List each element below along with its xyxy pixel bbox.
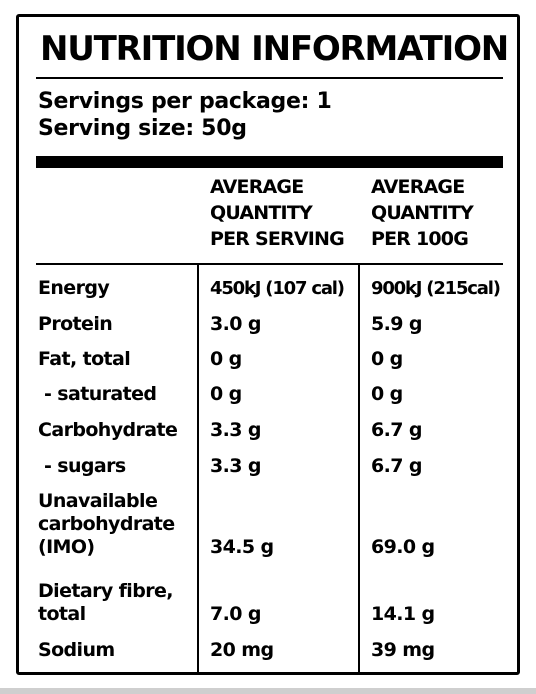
fibre-per-100g: 14.1 g xyxy=(371,603,435,625)
table-top-divider xyxy=(36,263,503,265)
column-header-per-serving: AVERAGE QUANTITY PER SERVING xyxy=(210,174,345,252)
fat-total-per-serving: 0 g xyxy=(210,348,242,370)
nutrient-fat-total: Fat, total xyxy=(38,348,131,370)
imo-per-serving: 34.5 g xyxy=(210,536,274,558)
energy-per-serving: 450kJ (107 cal) xyxy=(210,278,345,299)
fat-total-per-100g: 0 g xyxy=(371,348,403,370)
carbohydrate-per-100g: 6.7 g xyxy=(371,419,422,441)
nutrient-saturated: - saturated xyxy=(44,383,157,405)
column-header-line: QUANTITY xyxy=(371,202,474,224)
nutrient-carbohydrate: Carbohydrate xyxy=(38,419,178,441)
nutrient-energy: Energy xyxy=(38,277,110,299)
nutrient-protein: Protein xyxy=(38,313,113,335)
fibre-per-serving: 7.0 g xyxy=(210,603,261,625)
sodium-per-serving: 20 mg xyxy=(210,639,274,661)
serving-size: Serving size: 50g xyxy=(38,116,247,141)
nutrient-sugars: - sugars xyxy=(44,455,126,477)
column-header-line: QUANTITY xyxy=(210,202,313,224)
energy-per-100g: 900kJ (215cal) xyxy=(371,278,501,299)
panel-title: NUTRITION INFORMATION xyxy=(40,29,509,69)
column-header-line: AVERAGE xyxy=(371,176,465,198)
sugars-per-100g: 6.7 g xyxy=(371,455,422,477)
column-header-line: PER 100G xyxy=(371,228,469,250)
imo-per-100g: 69.0 g xyxy=(371,536,435,558)
protein-per-serving: 3.0 g xyxy=(210,313,261,335)
servings-per-package: Servings per package: 1 xyxy=(38,89,332,114)
column-divider xyxy=(358,265,360,672)
title-divider xyxy=(36,77,503,79)
saturated-per-100g: 0 g xyxy=(371,383,403,405)
column-header-line: AVERAGE xyxy=(210,176,304,198)
protein-per-100g: 5.9 g xyxy=(371,313,422,335)
column-divider xyxy=(197,265,199,672)
bottom-border-strip xyxy=(0,688,536,694)
saturated-per-serving: 0 g xyxy=(210,383,242,405)
carbohydrate-per-serving: 3.3 g xyxy=(210,419,261,441)
nutrition-panel: NUTRITION INFORMATION Servings per packa… xyxy=(16,14,520,675)
column-header-per-100g: AVERAGE QUANTITY PER 100G xyxy=(371,174,474,252)
sugars-per-serving: 3.3 g xyxy=(210,455,261,477)
nutrient-unavailable-carbohydrate: Unavailable carbohydrate (IMO) xyxy=(38,490,175,558)
column-header-line: PER SERVING xyxy=(210,228,345,250)
nutrient-dietary-fibre: Dietary fibre, total xyxy=(38,580,174,625)
header-divider xyxy=(36,156,503,168)
sodium-per-100g: 39 mg xyxy=(371,639,435,661)
nutrient-sodium: Sodium xyxy=(38,639,115,661)
